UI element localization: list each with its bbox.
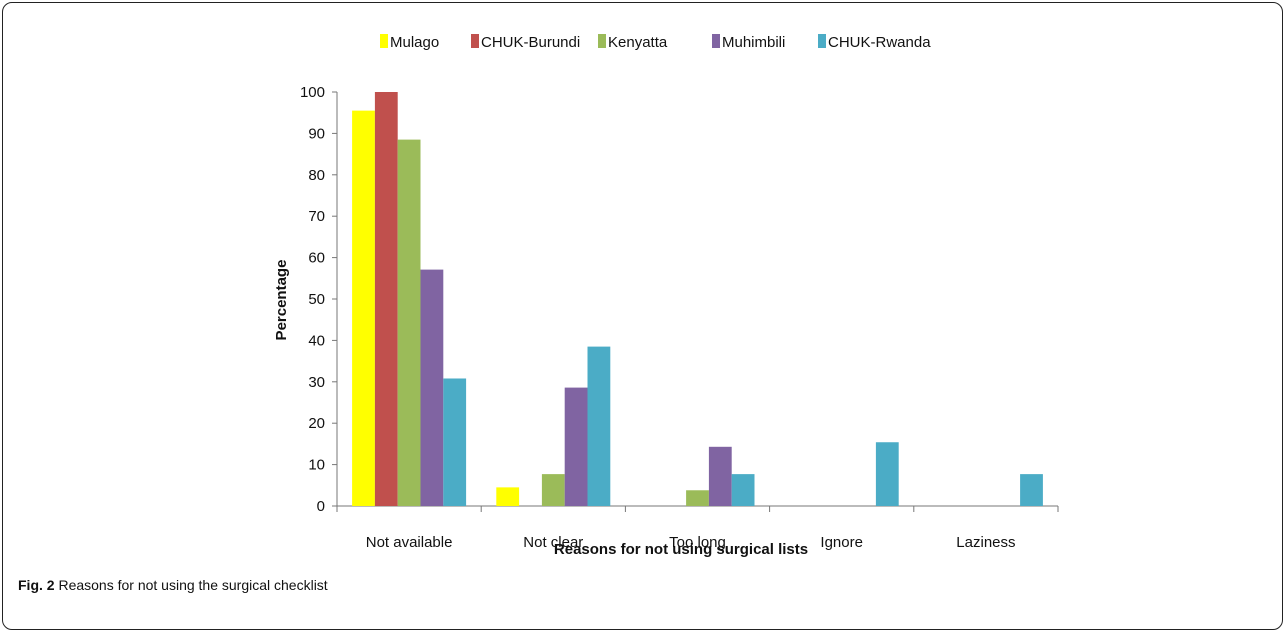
legend-label: CHUK-Burundi: [481, 34, 580, 51]
bar-kenyatta-not-clear: [541, 474, 565, 506]
legend-label: Kenyatta: [608, 34, 668, 51]
figure-label: Fig. 2: [18, 577, 55, 593]
bar-muhimbili-not-clear: [564, 387, 588, 506]
y-tick-label: 20: [308, 415, 325, 432]
y-axis-title: Percentage: [273, 260, 290, 341]
legend-swatch: [818, 34, 826, 48]
legend: Mulago CHUK-Burundi Kenyatta Muhimbili CHUK-…: [380, 34, 931, 51]
y-tick-label: 60: [308, 250, 325, 267]
bar-mulago-not-clear: [496, 487, 520, 506]
y-tick-label: 90: [308, 125, 325, 142]
legend-label: CHUK-Rwanda: [828, 34, 931, 51]
bar-chuk-rwanda-too-long: [731, 474, 755, 506]
bar-kenyatta-too-long: [686, 490, 709, 506]
bar-mulago-not-available: [352, 110, 375, 506]
y-tick-label: 40: [308, 332, 325, 349]
legend-label: Mulago: [390, 34, 439, 51]
bar-chuk-rwanda-laziness: [1020, 474, 1043, 506]
y-tick-label: 10: [308, 457, 325, 474]
y-tick-label: 100: [300, 84, 325, 101]
bar-chuk-rwanda-not-available: [443, 378, 467, 506]
figure-caption-text: Reasons for not using the surgical check…: [58, 577, 328, 593]
x-tick-label: Too long: [669, 534, 726, 551]
legend-swatch: [598, 34, 606, 48]
bar-chuk-burundi-not-available: [374, 92, 398, 506]
x-axis-title: Reasons for not using surgical lists: [554, 541, 808, 558]
legend-label: Muhimbili: [722, 34, 785, 51]
bar-chuk-rwanda-ignore: [875, 442, 899, 506]
bars: [352, 92, 1043, 507]
figure-caption: Fig. 2 Reasons for not using the surgica…: [18, 577, 328, 593]
y-tick-label: 80: [308, 167, 325, 184]
y-tick-label: 70: [308, 208, 325, 225]
legend-swatch: [712, 34, 720, 48]
bar-muhimbili-not-available: [420, 269, 444, 506]
bar-chuk-rwanda-not-clear: [587, 346, 611, 506]
y-tick-label: 30: [308, 374, 325, 391]
legend-swatch: [471, 34, 479, 48]
bar-muhimbili-too-long: [708, 446, 732, 506]
legend-swatch: [380, 34, 388, 48]
x-tick-label: Not clear: [523, 534, 583, 551]
y-tick-label: 0: [317, 498, 325, 515]
x-tick-label: Laziness: [956, 534, 1015, 551]
x-tick-label: Not available: [366, 534, 453, 551]
y-axis: 0 10 20 30 40 50 60 70 80 90 100: [300, 84, 338, 515]
x-tick-label: Ignore: [820, 534, 863, 551]
y-tick-label: 50: [308, 291, 325, 308]
bar-kenyatta-not-available: [397, 139, 421, 507]
